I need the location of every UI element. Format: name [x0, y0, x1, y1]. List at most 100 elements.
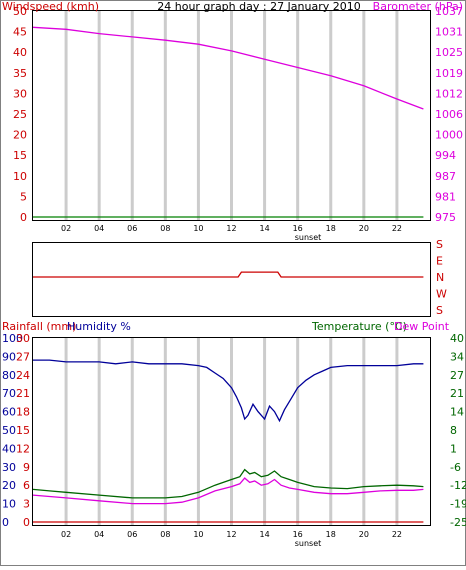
chart3-temperature-tick-7: 21 — [450, 387, 464, 400]
chart3-x-tick-20: 20 — [359, 530, 369, 539]
chart3-humidity-tick-3: 30 — [2, 461, 16, 474]
chart1-series — [32, 26, 424, 218]
chart1-windspeed-tick-4: 20 — [13, 129, 27, 142]
chart3-temperature-ticks: -25 -19 -12 -6 1 8 14 21 27 34 40 — [450, 332, 466, 529]
chart1-barometer-tick-1: 981 — [435, 190, 456, 203]
chart3-line-dew-point — [32, 477, 424, 505]
chart3-rainfall-tick-9: 27 — [16, 350, 30, 363]
chart1-x-tick-20: 20 — [359, 224, 369, 233]
chart3-rainfall-tick-3: 9 — [23, 461, 30, 474]
chart1-x-tick-22: 22 — [392, 224, 402, 233]
chart3-rainfall-tick-8: 24 — [16, 369, 30, 382]
chart3-hour-ticks: 02 04 06 08 10 12 14 16 18 20 22 — [61, 530, 402, 539]
chart1-windspeed-tick-2: 10 — [13, 170, 27, 183]
chart3-temperature-tick-6: 14 — [450, 406, 464, 419]
chart3-plot-frame — [32, 337, 431, 526]
chart3-x-tick-02: 02 — [61, 530, 71, 539]
chart3-line-temperature-c- — [32, 468, 424, 499]
chart1-line-barometer-hpa- — [32, 26, 424, 110]
chart3-temperature-tick-9: 34 — [450, 350, 464, 363]
chart3-temperature-tick-10: 40 — [450, 332, 464, 345]
chart3-temperature-tick-8: 27 — [450, 369, 464, 382]
chart3-x-tick-16: 16 — [293, 530, 303, 539]
chart3-x-tick-18: 18 — [326, 530, 336, 539]
chart1-barometer-tick-8: 1025 — [435, 46, 463, 59]
chart1-right-axis-label: Barometer (hPa) — [373, 0, 463, 13]
chart3-temperature-label: Temperature (°C) — [311, 320, 407, 333]
chart1-windspeed-tick-3: 15 — [13, 149, 27, 162]
chart3-humidity-tick-4: 40 — [2, 442, 16, 455]
chart3-rainfall-tick-0: 0 — [23, 516, 30, 529]
chart3-humidity-tick-2: 20 — [2, 479, 16, 492]
chart1-grid — [64, 11, 399, 220]
chart3-humidity-tick-8: 80 — [2, 369, 16, 382]
chart1-barometer-tick-9: 1031 — [435, 26, 463, 39]
chart3-humidity-label: Humidity % — [67, 320, 131, 333]
chart3-temperature-tick-3: -6 — [450, 461, 461, 474]
chart3-rainfall-tick-2: 6 — [23, 479, 30, 492]
chart3-humidity-tick-1: 10 — [2, 498, 16, 511]
chart1-sunset-label: sunset — [295, 233, 322, 242]
chart2-line-wind-direction — [33, 271, 424, 278]
chart1-hour-ticks: 02 04 06 08 10 12 14 16 18 20 22 — [61, 224, 402, 233]
chart1-windspeed-tick-9: 45 — [13, 26, 27, 39]
chart1-barometer-tick-7: 1019 — [435, 67, 463, 80]
chart3-dewpoint-label: Dew Point — [394, 320, 450, 333]
chart1-windspeed-ticks: 0 5 10 15 20 25 30 35 40 45 50 — [13, 5, 27, 224]
chart1-x-tick-16: 16 — [293, 224, 303, 233]
chart1-barometer-tick-6: 1012 — [435, 87, 463, 100]
chart1-left-axis-label: Windspeed (kmh) — [2, 0, 99, 13]
chart2-direction-tick-2: N — [436, 271, 444, 284]
chart3-x-tick-12: 12 — [226, 530, 236, 539]
chart3-humidity-tick-0: 0 — [2, 516, 9, 529]
chart3-series — [32, 359, 424, 523]
chart2-series — [33, 271, 424, 278]
chart3-temperature-tick-0: -25 — [450, 516, 466, 529]
chart1-barometer-tick-4: 1000 — [435, 129, 463, 142]
chart1-windspeed-tick-5: 25 — [13, 108, 27, 121]
chart1-x-tick-10: 10 — [193, 224, 203, 233]
chart3-humidity-tick-10: 100 — [2, 332, 23, 345]
chart3-left-ticks: 0 10 20 30 40 50 60 70 80 90 100 0 3 6 9 12 15 18 21 24 27 30 — [2, 332, 30, 529]
chart1-windspeed-tick-8: 40 — [13, 46, 27, 59]
chart3-x-tick-14: 14 — [259, 530, 269, 539]
chart3-rainfall-tick-5: 15 — [16, 424, 30, 437]
chart3-humidity-tick-5: 50 — [2, 424, 16, 437]
chart3-x-tick-10: 10 — [193, 530, 203, 539]
chart1-plot-frame — [32, 10, 431, 221]
chart1-barometer-tick-3: 994 — [435, 149, 456, 162]
chart1-barometer-tick-10: 1037 — [435, 5, 463, 18]
chart1-barometer-ticks: 975 981 987 994 1000 1006 1012 1019 1025 1031 1037 — [435, 5, 463, 224]
chart1-x-tick-18: 18 — [326, 224, 336, 233]
chart1-barometer-tick-5: 1006 — [435, 108, 463, 121]
chart3-rainfall-tick-7: 21 — [16, 387, 30, 400]
chart3-rainfall-tick-1: 3 — [23, 498, 30, 511]
chart3-x-tick-06: 06 — [127, 530, 137, 539]
chart1-windspeed-tick-1: 5 — [20, 190, 27, 203]
chart3-x-tick-08: 08 — [160, 530, 170, 539]
chart1-x-tick-12: 12 — [226, 224, 236, 233]
chart3-rainfall-tick-10: 30 — [16, 332, 30, 345]
chart2-direction-tick-3: W — [436, 288, 447, 301]
chart3-temperature-tick-1: -19 — [450, 498, 466, 511]
chart3-x-tick-22: 22 — [392, 530, 402, 539]
chart1-barometer-tick-0: 975 — [435, 211, 456, 224]
chart3-rainfall-tick-6: 18 — [16, 406, 30, 419]
chart2-direction-tick-0: S — [436, 238, 443, 251]
chart1-windspeed-tick-10: 50 — [13, 5, 27, 18]
chart3-humidity-tick-9: 90 — [2, 350, 16, 363]
chart3-sunset-label: sunset — [295, 539, 322, 548]
chart1-title: 24 hour graph day : 27 January 2010 — [157, 0, 361, 13]
chart1-barometer-tick-2: 987 — [435, 170, 456, 183]
chart3-humidity-tick-7: 70 — [2, 387, 16, 400]
chart3-humidity-tick-6: 60 — [2, 406, 16, 419]
chart1-x-tick-08: 08 — [160, 224, 170, 233]
chart1-windspeed-tick-6: 30 — [13, 87, 27, 100]
chart3-line-humidity- — [33, 359, 424, 423]
chart3-temperature-tick-2: -12 — [450, 479, 466, 492]
chart2-direction-tick-4: S — [436, 304, 443, 317]
chart1-windspeed-tick-7: 35 — [13, 67, 27, 80]
chart2-direction-tick-1: E — [436, 255, 443, 268]
